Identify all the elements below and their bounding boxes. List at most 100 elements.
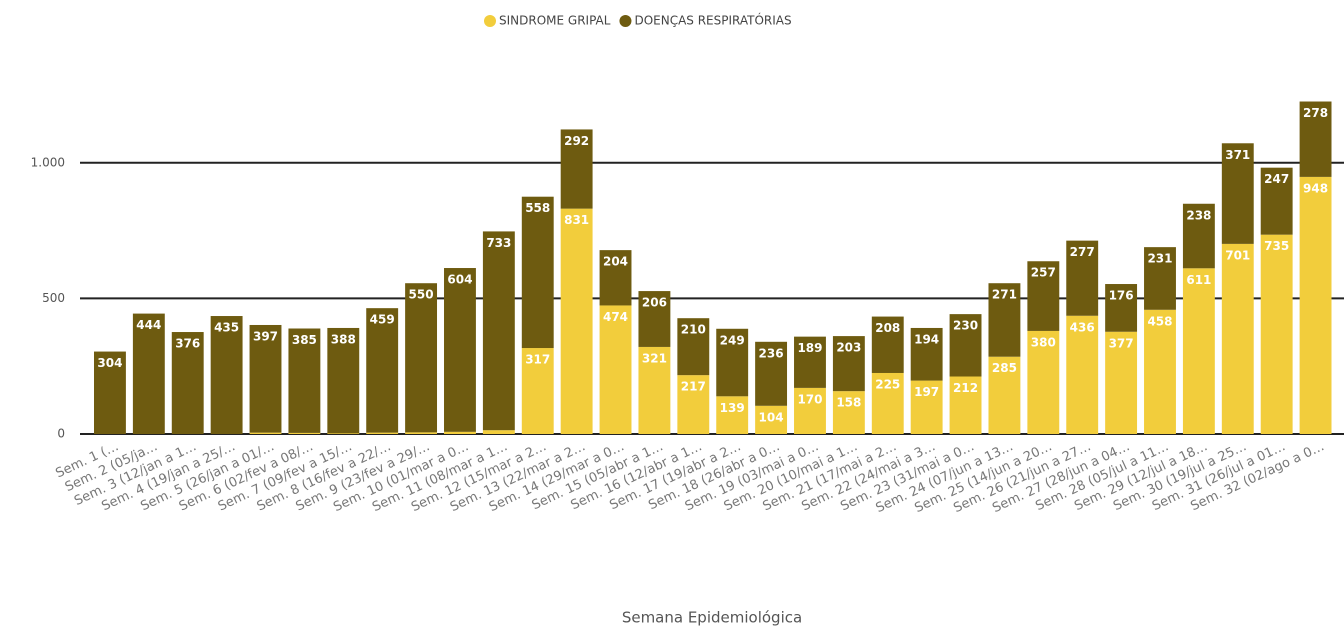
bar-segment <box>405 283 438 433</box>
data-label: 208 <box>875 321 900 335</box>
bar-segment <box>1182 203 1215 269</box>
data-label: 225 <box>875 377 900 391</box>
bar-segment <box>716 396 749 434</box>
bar-segment <box>988 283 1021 357</box>
data-label: 271 <box>992 288 1017 302</box>
bar-segment <box>1260 167 1293 235</box>
data-label: 388 <box>331 332 356 346</box>
bar-segment <box>560 129 593 209</box>
data-label: 458 <box>1147 314 1172 328</box>
bar-segment <box>1144 309 1176 434</box>
data-label: 435 <box>214 321 239 335</box>
bar-segment <box>638 291 671 347</box>
data-label: 231 <box>1147 252 1172 266</box>
bar-segment <box>444 268 476 432</box>
legend-swatch <box>619 15 632 27</box>
data-label: 249 <box>720 333 745 347</box>
bar-segment <box>327 433 360 434</box>
data-label: 459 <box>370 313 395 327</box>
data-label: 139 <box>720 401 745 415</box>
y-tick-label: 0 <box>57 427 65 441</box>
bar-segment <box>832 336 865 392</box>
data-label: 321 <box>642 351 667 365</box>
bar-segment <box>210 316 243 434</box>
bar-segment <box>482 231 515 431</box>
data-label: 376 <box>175 337 200 351</box>
bar-segment <box>405 432 438 434</box>
data-label: 189 <box>797 341 822 355</box>
data-label: 247 <box>1264 172 1289 186</box>
data-label: 277 <box>1070 245 1095 259</box>
bar-segment <box>249 324 282 433</box>
data-label: 380 <box>1031 335 1056 349</box>
bar-segment <box>755 405 788 434</box>
bar-segment <box>871 372 904 434</box>
data-label: 948 <box>1303 181 1328 195</box>
bar-segment <box>949 376 982 434</box>
bar-segment <box>1144 247 1176 310</box>
data-label: 611 <box>1186 273 1211 287</box>
data-label: 204 <box>603 255 628 269</box>
bar-segment <box>1027 330 1060 434</box>
bar-segment <box>871 316 904 373</box>
data-label: 278 <box>1303 106 1328 120</box>
data-label: 257 <box>1031 266 1056 280</box>
data-label: 230 <box>953 319 978 333</box>
bar-segment <box>1221 243 1254 434</box>
bar-segment <box>794 387 826 434</box>
data-label: 176 <box>1109 289 1134 303</box>
data-label: 236 <box>759 346 784 360</box>
bar-segment <box>560 208 593 434</box>
data-label: 831 <box>564 213 589 227</box>
data-label: 317 <box>525 353 550 367</box>
data-label: 194 <box>914 332 939 346</box>
bar-segment <box>1260 234 1293 434</box>
data-label: 371 <box>1225 148 1250 162</box>
bar-segment <box>366 308 399 433</box>
bar-segment <box>1066 315 1099 434</box>
data-label: 217 <box>681 380 706 394</box>
data-label: 158 <box>836 396 861 410</box>
data-label: 285 <box>992 361 1017 375</box>
data-label: 474 <box>603 310 628 324</box>
bar-segment <box>638 346 671 434</box>
bar-segment <box>949 314 982 377</box>
bar-segment <box>521 348 554 434</box>
bar-segment <box>677 375 710 434</box>
bar-segment <box>677 318 710 376</box>
bar-segment <box>1221 143 1254 244</box>
data-label: 292 <box>564 134 589 148</box>
bar-segment <box>599 250 632 306</box>
data-label: 377 <box>1109 336 1134 350</box>
data-label: 701 <box>1225 248 1250 262</box>
bar-segment <box>94 351 126 434</box>
bar-segment <box>1105 284 1138 332</box>
y-tick-label: 500 <box>42 291 65 305</box>
bar-segment <box>910 327 943 381</box>
data-label: 436 <box>1070 320 1095 334</box>
data-label: 733 <box>486 236 511 250</box>
bar-segment <box>832 391 865 434</box>
data-label: 735 <box>1264 239 1289 253</box>
bar-segment <box>599 305 632 434</box>
data-label: 238 <box>1186 208 1211 222</box>
bar-segment <box>288 432 321 434</box>
legend-label: DOENÇAS RESPIRATÓRIAS <box>634 13 791 28</box>
legend-label: SINDROME GRIPAL <box>499 14 611 28</box>
bar-segment <box>327 327 360 434</box>
bar-segment <box>288 328 321 433</box>
data-label: 550 <box>409 288 434 302</box>
y-tick-label: 1.000 <box>31 155 65 169</box>
bar-segment <box>249 432 282 434</box>
bar-segment <box>910 380 943 434</box>
bar-segment <box>988 356 1021 434</box>
legend: SINDROME GRIPAL DOENÇAS RESPIRATÓRIAS <box>484 13 792 28</box>
data-label: 212 <box>953 381 978 395</box>
data-label: 170 <box>797 392 822 406</box>
bar-segment <box>1027 261 1060 331</box>
bar-segment <box>444 431 476 434</box>
bar-segment <box>521 196 554 349</box>
bar-segment <box>716 328 749 397</box>
data-label: 604 <box>447 273 472 287</box>
